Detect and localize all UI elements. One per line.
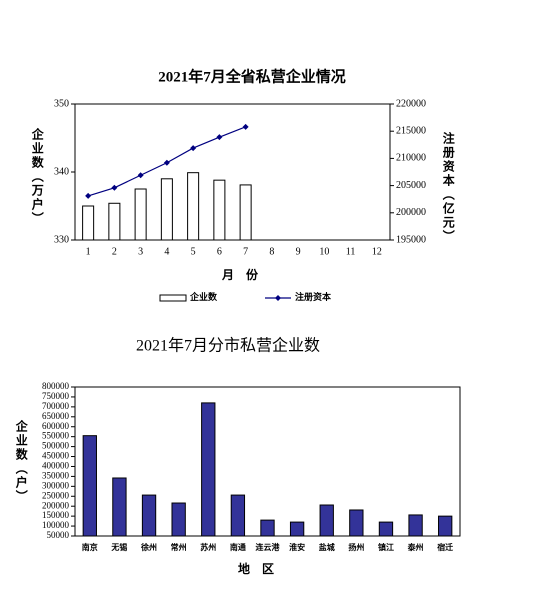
- x-axis-label: 月 份: [221, 267, 259, 282]
- legend-swatch: [159, 294, 187, 302]
- x-tick-label: 常州: [171, 542, 187, 552]
- bar: [438, 515, 453, 537]
- bar: [171, 502, 186, 537]
- marker: [85, 192, 92, 199]
- bar: [82, 205, 95, 241]
- y-tick-label: 340: [54, 166, 69, 177]
- x-tick-label: 宿迁: [437, 542, 453, 552]
- x-tick-label: 南京: [82, 542, 98, 552]
- x-tick-label: 无锡: [110, 542, 127, 552]
- y-tick-label: 200000: [42, 500, 70, 510]
- bar: [289, 521, 305, 537]
- y-tick-label: 300000: [42, 480, 70, 490]
- bar: [108, 202, 121, 241]
- x-tick-label: 6: [217, 246, 222, 257]
- bar: [187, 172, 200, 241]
- x-tick-label: 泰州: [407, 542, 424, 552]
- y2-tick-label: 195000: [396, 234, 426, 245]
- y-tick-label: 500000: [42, 441, 70, 451]
- bar: [82, 435, 97, 537]
- y2-axis-label: 注册资本（亿元）: [441, 131, 455, 244]
- x-tick-label: 12: [372, 246, 382, 257]
- y-tick-label: 650000: [42, 411, 70, 421]
- y-tick-label: 100000: [42, 520, 70, 530]
- y-tick-label: 800000: [42, 381, 70, 391]
- marker: [190, 145, 197, 152]
- x-tick-label: 3: [138, 246, 143, 257]
- y2-tick-label: 200000: [396, 207, 426, 218]
- x-tick-label: 淮安: [289, 542, 305, 552]
- x-tick-label: 10: [319, 246, 329, 257]
- legend-label: 企业数: [189, 291, 218, 302]
- x-tick-label: 4: [164, 246, 169, 257]
- y-tick-label: 550000: [42, 431, 70, 441]
- legend-label: 注册资本: [295, 291, 332, 302]
- y2-tick-label: 220000: [396, 98, 426, 109]
- y-tick-label: 350: [54, 98, 69, 109]
- y-tick-label: 330: [54, 234, 69, 245]
- x-axis-label: 地 区: [238, 561, 274, 576]
- y-tick-label: 450000: [42, 451, 70, 461]
- y2-tick-label: 205000: [396, 180, 426, 191]
- x-tick-label: 8: [269, 246, 274, 257]
- x-tick-label: 1: [86, 246, 91, 257]
- legend-swatch: [275, 295, 281, 301]
- x-tick-label: 5: [191, 246, 196, 257]
- y-tick-label: 350000: [42, 470, 70, 480]
- bar: [349, 509, 364, 537]
- bar: [239, 184, 252, 241]
- x-tick-label: 徐州: [140, 542, 157, 552]
- marker: [111, 184, 118, 191]
- x-tick-label: 7: [243, 246, 248, 257]
- bar: [230, 494, 246, 537]
- bar: [201, 402, 216, 537]
- x-tick-label: 扬州: [348, 542, 364, 552]
- x-tick-label: 镇江: [378, 542, 394, 552]
- y-tick-label: 600000: [42, 421, 70, 431]
- y-axis-label: 企业数（户）: [14, 419, 28, 504]
- bar: [319, 504, 334, 537]
- bar: [408, 514, 423, 537]
- marker: [163, 159, 170, 166]
- x-tick-label: 11: [346, 246, 356, 257]
- bar: [160, 178, 173, 241]
- y-tick-label: 700000: [42, 401, 70, 411]
- chart-title: 2021年7月分市私营企业数: [136, 337, 320, 355]
- x-tick-label: 9: [296, 246, 301, 257]
- marker: [242, 123, 249, 130]
- marker: [216, 134, 223, 141]
- y-tick-label: 750000: [42, 391, 70, 401]
- bar: [378, 521, 394, 537]
- x-tick-label: 连云港: [256, 542, 281, 552]
- y-tick-label: 150000: [42, 510, 70, 520]
- x-tick-label: 南通: [230, 542, 246, 552]
- y2-tick-label: 215000: [396, 125, 426, 136]
- x-tick-label: 盐城: [319, 542, 335, 552]
- y2-tick-label: 210000: [396, 153, 426, 164]
- y-axis-label: 企业数（万户）: [30, 127, 44, 226]
- y-tick-label: 250000: [42, 490, 70, 500]
- y-tick-label: 400000: [42, 461, 70, 471]
- bar: [112, 477, 127, 537]
- chart-title: 2021年7月全省私营企业情况: [158, 67, 346, 85]
- x-tick-label: 苏州: [200, 542, 216, 552]
- bar: [141, 494, 157, 537]
- y-tick-label: 50000: [47, 530, 70, 540]
- bar: [260, 519, 275, 537]
- bar: [213, 179, 226, 241]
- bar: [134, 188, 147, 241]
- x-tick-label: 2: [112, 246, 117, 257]
- marker: [137, 172, 144, 179]
